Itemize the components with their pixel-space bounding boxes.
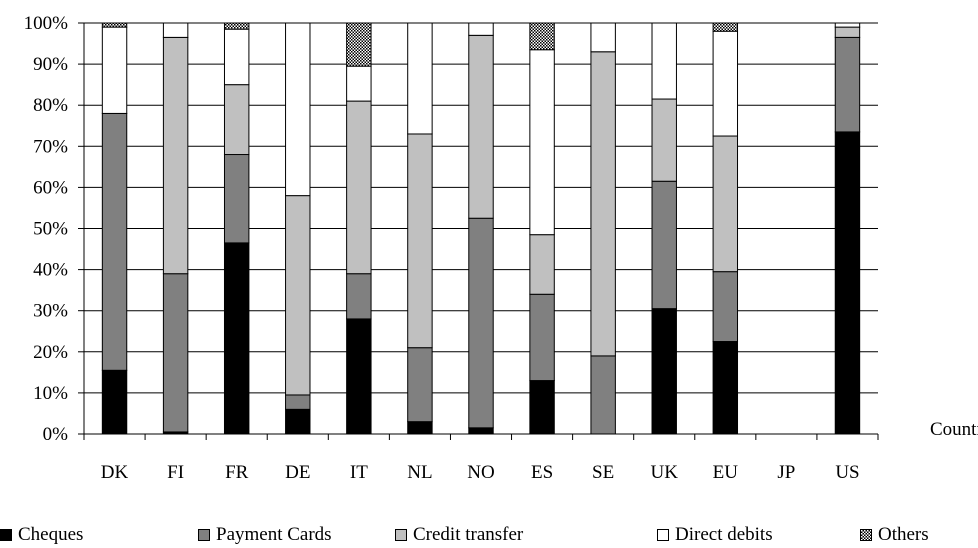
bar-segment	[162, 273, 189, 433]
bar-segment	[346, 65, 372, 102]
x-tick-label: NL	[407, 462, 432, 483]
bar-segment	[590, 355, 616, 435]
bar-segment	[712, 22, 739, 32]
bar-segment	[529, 234, 555, 295]
x-tick-label: DE	[285, 462, 310, 483]
bar-segment	[468, 34, 494, 219]
legend-swatch	[657, 529, 669, 541]
bar-segment	[285, 394, 311, 410]
y-tick-label: 80%	[33, 95, 68, 116]
bar-segment	[712, 30, 739, 137]
bar-segment	[834, 36, 861, 133]
bar-segment	[468, 217, 494, 429]
legend-swatch	[198, 529, 210, 541]
legend-swatch	[395, 529, 407, 541]
bar-segment	[468, 427, 494, 435]
bar-segment	[834, 26, 861, 38]
y-tick-label: 100%	[24, 13, 69, 34]
bar-segment	[162, 36, 189, 275]
bar-segment	[529, 293, 555, 382]
bar-segment	[651, 308, 677, 435]
bar-segment	[407, 347, 433, 423]
y-tick-label: 10%	[33, 383, 68, 404]
legend-label: Others	[878, 524, 929, 545]
x-tick-label: FI	[167, 462, 184, 483]
legend-item: Payment Cards	[198, 524, 332, 546]
bar-segment	[285, 408, 311, 435]
bar-segment	[651, 98, 677, 182]
bar-segment	[712, 341, 739, 435]
bar-segment	[285, 22, 311, 197]
bar-segment	[346, 22, 372, 67]
bar-segment	[223, 84, 250, 156]
x-tick-label: JP	[777, 462, 795, 483]
legend: Cheques Payment Cards Credit transfer Direc…	[0, 524, 978, 548]
y-tick-label: 60%	[33, 177, 68, 198]
bar-segment	[407, 133, 433, 349]
bar-segment	[651, 22, 677, 100]
x-tick-label: ES	[531, 462, 553, 483]
bar-segment	[407, 421, 433, 435]
bar-segment	[712, 271, 739, 343]
legend-item: Credit transfer	[395, 524, 523, 546]
legend-label: Credit transfer	[413, 524, 524, 545]
y-tick-label: 30%	[33, 301, 68, 322]
bar-segment	[590, 51, 616, 357]
bar-segment	[590, 22, 616, 53]
x-tick-label: IT	[350, 462, 368, 483]
x-tick-label: FR	[225, 462, 249, 483]
legend-label: Cheques	[18, 524, 84, 545]
x-tick-label: SE	[592, 462, 614, 483]
bar-segment	[346, 318, 372, 435]
y-tick-label: 90%	[33, 54, 68, 75]
bar-segment	[162, 22, 189, 38]
bar-segment	[529, 380, 555, 435]
legend-item: Direct debits	[657, 524, 773, 546]
legend-swatch	[0, 529, 12, 541]
bar-segment	[101, 26, 128, 114]
axes: 0% 10% 20% 30% 40% 50% 60% 70% 80% 90% 100% DK FI FR D…	[24, 13, 879, 483]
bar-segment	[651, 180, 677, 310]
bar-segment	[529, 49, 555, 236]
y-tick-label: 40%	[33, 260, 68, 281]
legend-swatch	[860, 529, 872, 541]
bar-segment	[101, 112, 128, 371]
bar-segment	[101, 369, 128, 435]
bar-segment	[407, 22, 433, 135]
bar-segment	[346, 273, 372, 320]
x-tick-label: EU	[713, 462, 739, 483]
y-tick-label: 20%	[33, 342, 68, 363]
x-axis-title: Country	[930, 419, 978, 440]
y-tick-label: 50%	[33, 219, 68, 240]
x-tick-label: US	[835, 462, 859, 483]
bar-segment	[223, 22, 250, 30]
bar-segment	[101, 22, 128, 28]
bar-segment	[712, 135, 739, 273]
stacked-bar-chart: 0% 10% 20% 30% 40% 50% 60% 70% 80% 90% 100% DK FI FR D…	[24, 13, 978, 483]
x-tick-label: NO	[467, 462, 494, 483]
bar-segment	[223, 28, 250, 86]
bar-segment	[223, 242, 250, 435]
x-tick-label: UK	[651, 462, 679, 483]
legend-item: Cheques	[0, 524, 83, 546]
legend-item: Others	[860, 524, 929, 546]
bars	[101, 22, 861, 435]
bar-segment	[223, 154, 250, 244]
bar-segment	[285, 195, 311, 396]
x-tick-label: DK	[101, 462, 129, 483]
y-tick-label: 0%	[43, 424, 69, 445]
legend-label: Payment Cards	[216, 524, 332, 545]
bar-segment	[346, 100, 372, 275]
bar-segment	[468, 22, 494, 36]
y-tick-label: 70%	[33, 136, 68, 157]
legend-label: Direct debits	[675, 524, 773, 545]
bar-segment	[529, 22, 555, 51]
bar-segment	[834, 22, 861, 28]
bar-segment	[834, 131, 861, 435]
